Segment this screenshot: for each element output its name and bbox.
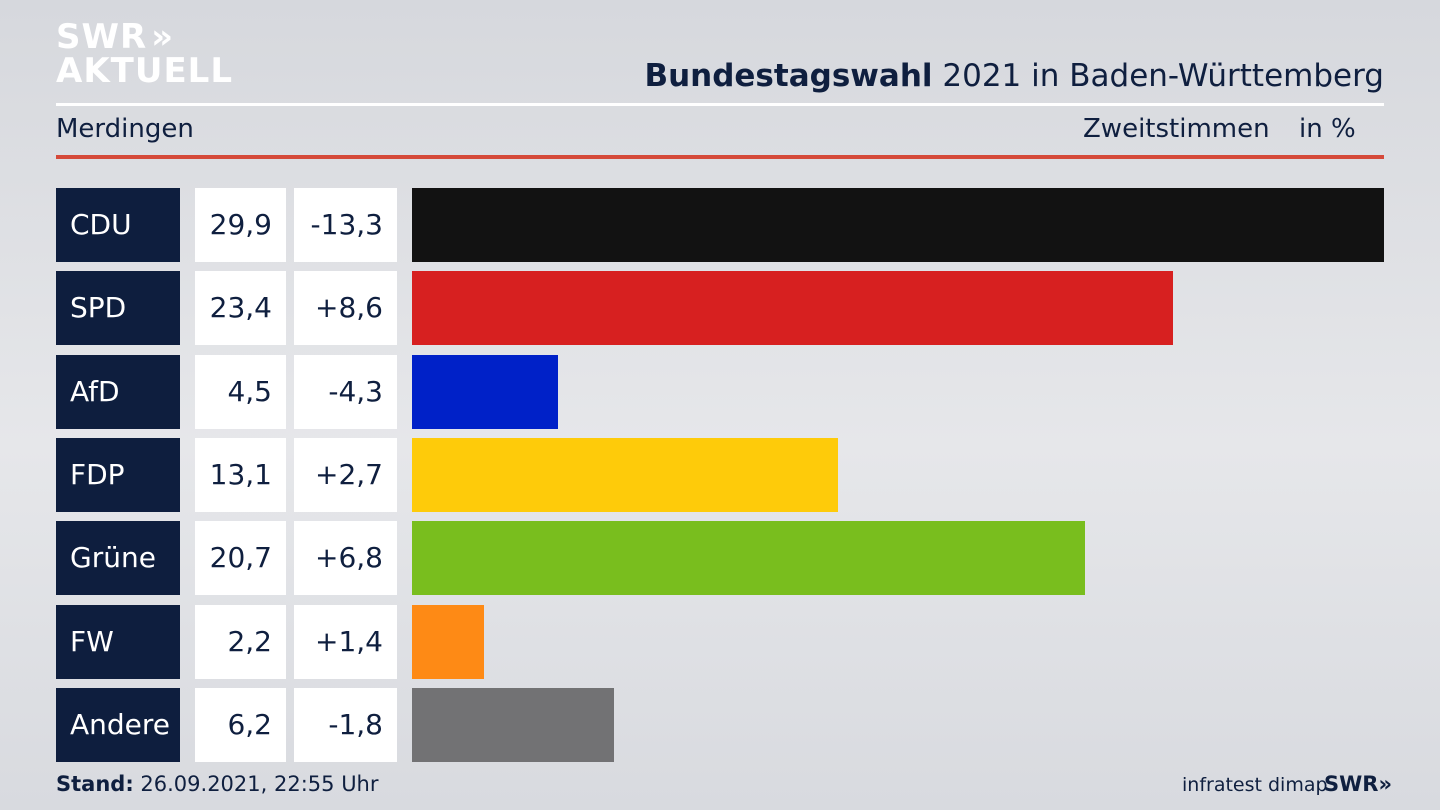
footer-logo: SWR» bbox=[1324, 772, 1393, 796]
change-label: -13,3 bbox=[294, 188, 397, 262]
source: infratest dimap bbox=[1182, 774, 1328, 796]
footer-date: 26.09.2021, 22:55 Uhr bbox=[140, 772, 379, 796]
value-label: 4,5 bbox=[195, 354, 286, 429]
party-label: AfD bbox=[56, 354, 180, 429]
divider bbox=[56, 103, 1384, 106]
footer-logo-text: SWR bbox=[1324, 772, 1379, 796]
bar bbox=[412, 687, 614, 762]
bar bbox=[412, 188, 1384, 262]
party-label: FDP bbox=[56, 437, 180, 512]
change-label: +2,7 bbox=[294, 437, 397, 512]
footer-label: Stand: bbox=[56, 772, 134, 796]
unit: in % bbox=[1299, 114, 1356, 144]
title-bold: Bundestagswahl bbox=[644, 58, 933, 94]
divider-red bbox=[56, 155, 1384, 159]
bar bbox=[412, 271, 1173, 346]
change-label: -4,3 bbox=[294, 354, 397, 429]
change-label: -1,8 bbox=[294, 687, 397, 762]
value-label: 23,4 bbox=[195, 271, 286, 346]
title: Bundestagswahl 2021 in Baden-Württemberg bbox=[644, 58, 1384, 94]
value-label: 20,7 bbox=[195, 521, 286, 596]
value-label: 2,2 bbox=[195, 604, 286, 679]
measure: Zweitstimmen bbox=[1083, 114, 1270, 144]
party-label: FW bbox=[56, 604, 180, 679]
change-label: +1,4 bbox=[294, 604, 397, 679]
title-rest: 2021 in Baden-Württemberg bbox=[942, 58, 1384, 94]
bar bbox=[412, 521, 1085, 596]
value-label: 6,2 bbox=[195, 687, 286, 762]
value-label: 29,9 bbox=[195, 188, 286, 262]
change-label: +6,8 bbox=[294, 521, 397, 596]
bar bbox=[412, 604, 484, 679]
bar bbox=[412, 354, 559, 429]
party-label: Andere bbox=[56, 687, 180, 762]
bar bbox=[412, 437, 838, 512]
footer: Stand: 26.09.2021, 22:55 Uhr bbox=[56, 772, 379, 796]
subtitle: Merdingen bbox=[56, 114, 194, 144]
party-label: SPD bbox=[56, 271, 180, 346]
party-label: Grüne bbox=[56, 521, 180, 596]
change-label: +8,6 bbox=[294, 271, 397, 346]
logo-swr: SWR» bbox=[56, 17, 175, 57]
value-label: 13,1 bbox=[195, 437, 286, 512]
logo-aktuell: AKTUELL bbox=[56, 51, 234, 91]
logo-text: SWR bbox=[56, 17, 148, 57]
party-label: CDU bbox=[56, 188, 180, 262]
